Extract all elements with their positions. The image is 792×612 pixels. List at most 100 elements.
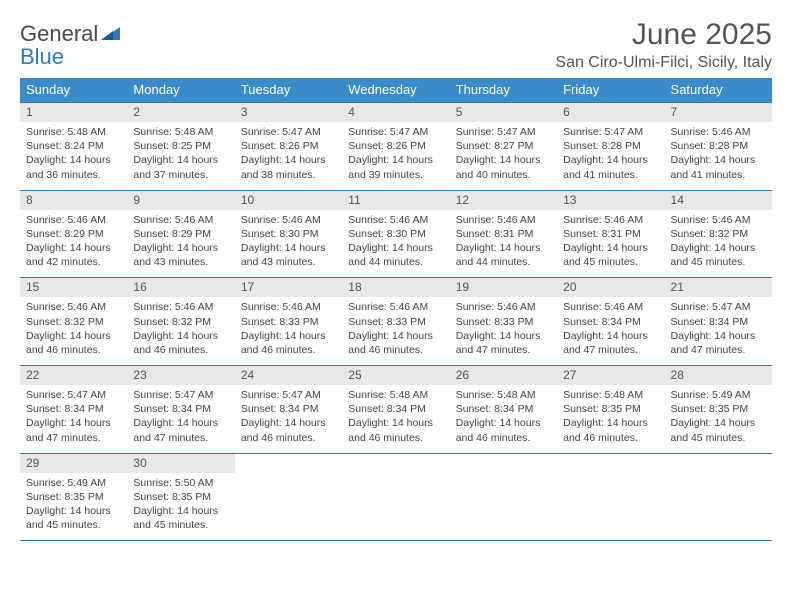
triangle-icon (101, 22, 121, 45)
day-info: Sunrise: 5:47 AMSunset: 8:34 PMDaylight:… (127, 385, 234, 453)
calendar-cell: 29Sunrise: 5:49 AMSunset: 8:35 PMDayligh… (20, 453, 127, 541)
day-info: Sunrise: 5:46 AMSunset: 8:32 PMDaylight:… (665, 210, 772, 278)
day-info: Sunrise: 5:49 AMSunset: 8:35 PMDaylight:… (665, 385, 772, 453)
day-info: Sunrise: 5:48 AMSunset: 8:34 PMDaylight:… (342, 385, 449, 453)
day-number: 15 (20, 278, 127, 297)
weekday-header: Wednesday (342, 78, 449, 103)
day-info: Sunrise: 5:50 AMSunset: 8:35 PMDaylight:… (127, 473, 234, 541)
location-subtitle: San Ciro-Ulmi-Filci, Sicily, Italy (555, 54, 772, 72)
day-number: 25 (342, 366, 449, 385)
day-number: 14 (665, 191, 772, 210)
day-info: Sunrise: 5:46 AMSunset: 8:28 PMDaylight:… (665, 122, 772, 190)
day-info: Sunrise: 5:47 AMSunset: 8:34 PMDaylight:… (665, 297, 772, 365)
weekday-header: Tuesday (235, 78, 342, 103)
day-number: 24 (235, 366, 342, 385)
calendar-cell: 26Sunrise: 5:48 AMSunset: 8:34 PMDayligh… (450, 366, 557, 454)
day-info: Sunrise: 5:46 AMSunset: 8:30 PMDaylight:… (235, 210, 342, 278)
day-number: 28 (665, 366, 772, 385)
logo-text-general: General (20, 21, 98, 46)
day-number: 7 (665, 103, 772, 122)
day-number: 20 (557, 278, 664, 297)
calendar-row: 1Sunrise: 5:48 AMSunset: 8:24 PMDaylight… (20, 103, 772, 191)
day-info: Sunrise: 5:46 AMSunset: 8:30 PMDaylight:… (342, 210, 449, 278)
day-info: Sunrise: 5:46 AMSunset: 8:31 PMDaylight:… (557, 210, 664, 278)
day-info: Sunrise: 5:47 AMSunset: 8:26 PMDaylight:… (235, 122, 342, 190)
calendar-cell: 12Sunrise: 5:46 AMSunset: 8:31 PMDayligh… (450, 190, 557, 278)
day-info: Sunrise: 5:48 AMSunset: 8:35 PMDaylight:… (557, 385, 664, 453)
calendar-cell: 16Sunrise: 5:46 AMSunset: 8:32 PMDayligh… (127, 278, 234, 366)
calendar-row: 8Sunrise: 5:46 AMSunset: 8:29 PMDaylight… (20, 190, 772, 278)
day-number: 22 (20, 366, 127, 385)
calendar-cell: 9Sunrise: 5:46 AMSunset: 8:29 PMDaylight… (127, 190, 234, 278)
day-info: Sunrise: 5:46 AMSunset: 8:32 PMDaylight:… (127, 297, 234, 365)
header: GeneralBlue June 2025 San Ciro-Ulmi-Filc… (20, 18, 772, 72)
calendar-page: GeneralBlue June 2025 San Ciro-Ulmi-Filc… (0, 0, 792, 541)
weekday-header: Thursday (450, 78, 557, 103)
calendar-cell: 28Sunrise: 5:49 AMSunset: 8:35 PMDayligh… (665, 366, 772, 454)
weekday-header: Monday (127, 78, 234, 103)
day-number: 26 (450, 366, 557, 385)
calendar-cell: 22Sunrise: 5:47 AMSunset: 8:34 PMDayligh… (20, 366, 127, 454)
day-number: 12 (450, 191, 557, 210)
calendar-cell: 24Sunrise: 5:47 AMSunset: 8:34 PMDayligh… (235, 366, 342, 454)
calendar-cell-empty: . (665, 453, 772, 541)
calendar-cell: 14Sunrise: 5:46 AMSunset: 8:32 PMDayligh… (665, 190, 772, 278)
day-number: 9 (127, 191, 234, 210)
day-info: Sunrise: 5:48 AMSunset: 8:25 PMDaylight:… (127, 122, 234, 190)
day-info: Sunrise: 5:46 AMSunset: 8:33 PMDaylight:… (450, 297, 557, 365)
calendar-cell: 20Sunrise: 5:46 AMSunset: 8:34 PMDayligh… (557, 278, 664, 366)
day-number: 8 (20, 191, 127, 210)
calendar-row: 29Sunrise: 5:49 AMSunset: 8:35 PMDayligh… (20, 453, 772, 541)
day-info: Sunrise: 5:47 AMSunset: 8:34 PMDaylight:… (20, 385, 127, 453)
calendar-cell: 3Sunrise: 5:47 AMSunset: 8:26 PMDaylight… (235, 103, 342, 191)
calendar-body: 1Sunrise: 5:48 AMSunset: 8:24 PMDaylight… (20, 103, 772, 541)
day-info: Sunrise: 5:46 AMSunset: 8:33 PMDaylight:… (342, 297, 449, 365)
day-info: Sunrise: 5:48 AMSunset: 8:24 PMDaylight:… (20, 122, 127, 190)
day-number: 6 (557, 103, 664, 122)
day-number: 11 (342, 191, 449, 210)
day-info: Sunrise: 5:46 AMSunset: 8:32 PMDaylight:… (20, 297, 127, 365)
page-title: June 2025 (555, 18, 772, 52)
calendar-cell: 13Sunrise: 5:46 AMSunset: 8:31 PMDayligh… (557, 190, 664, 278)
day-number: 29 (20, 454, 127, 473)
day-number: 18 (342, 278, 449, 297)
title-block: June 2025 San Ciro-Ulmi-Filci, Sicily, I… (555, 18, 772, 72)
logo-text-blue: Blue (20, 44, 64, 69)
day-number: 30 (127, 454, 234, 473)
calendar-cell: 21Sunrise: 5:47 AMSunset: 8:34 PMDayligh… (665, 278, 772, 366)
day-number: 2 (127, 103, 234, 122)
calendar-cell: 5Sunrise: 5:47 AMSunset: 8:27 PMDaylight… (450, 103, 557, 191)
day-number: 16 (127, 278, 234, 297)
calendar-cell-empty: . (342, 453, 449, 541)
calendar-cell: 4Sunrise: 5:47 AMSunset: 8:26 PMDaylight… (342, 103, 449, 191)
day-info: Sunrise: 5:46 AMSunset: 8:33 PMDaylight:… (235, 297, 342, 365)
day-info: Sunrise: 5:48 AMSunset: 8:34 PMDaylight:… (450, 385, 557, 453)
calendar-cell: 8Sunrise: 5:46 AMSunset: 8:29 PMDaylight… (20, 190, 127, 278)
day-number: 23 (127, 366, 234, 385)
calendar-cell: 23Sunrise: 5:47 AMSunset: 8:34 PMDayligh… (127, 366, 234, 454)
day-info: Sunrise: 5:49 AMSunset: 8:35 PMDaylight:… (20, 473, 127, 541)
calendar-cell: 25Sunrise: 5:48 AMSunset: 8:34 PMDayligh… (342, 366, 449, 454)
calendar-cell: 30Sunrise: 5:50 AMSunset: 8:35 PMDayligh… (127, 453, 234, 541)
day-info: Sunrise: 5:46 AMSunset: 8:31 PMDaylight:… (450, 210, 557, 278)
calendar-cell: 15Sunrise: 5:46 AMSunset: 8:32 PMDayligh… (20, 278, 127, 366)
calendar-row: 22Sunrise: 5:47 AMSunset: 8:34 PMDayligh… (20, 366, 772, 454)
day-info: Sunrise: 5:46 AMSunset: 8:34 PMDaylight:… (557, 297, 664, 365)
calendar-cell: 7Sunrise: 5:46 AMSunset: 8:28 PMDaylight… (665, 103, 772, 191)
calendar-cell: 18Sunrise: 5:46 AMSunset: 8:33 PMDayligh… (342, 278, 449, 366)
calendar-cell: 2Sunrise: 5:48 AMSunset: 8:25 PMDaylight… (127, 103, 234, 191)
day-info: Sunrise: 5:46 AMSunset: 8:29 PMDaylight:… (20, 210, 127, 278)
calendar-cell: 17Sunrise: 5:46 AMSunset: 8:33 PMDayligh… (235, 278, 342, 366)
day-number: 5 (450, 103, 557, 122)
calendar-cell: 6Sunrise: 5:47 AMSunset: 8:28 PMDaylight… (557, 103, 664, 191)
day-info: Sunrise: 5:47 AMSunset: 8:26 PMDaylight:… (342, 122, 449, 190)
calendar-cell: 19Sunrise: 5:46 AMSunset: 8:33 PMDayligh… (450, 278, 557, 366)
day-number: 13 (557, 191, 664, 210)
day-info: Sunrise: 5:47 AMSunset: 8:34 PMDaylight:… (235, 385, 342, 453)
weekday-header: Saturday (665, 78, 772, 103)
calendar-cell-empty: . (450, 453, 557, 541)
calendar-cell-empty: . (557, 453, 664, 541)
day-number: 21 (665, 278, 772, 297)
day-info: Sunrise: 5:46 AMSunset: 8:29 PMDaylight:… (127, 210, 234, 278)
day-info: Sunrise: 5:47 AMSunset: 8:28 PMDaylight:… (557, 122, 664, 190)
